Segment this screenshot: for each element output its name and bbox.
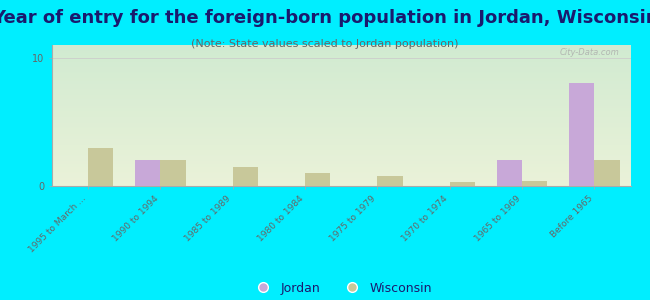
Text: Year of entry for the foreign-born population in Jordan, Wisconsin: Year of entry for the foreign-born popul…	[0, 9, 650, 27]
Bar	[88, 148, 114, 186]
Text: City-Data.com: City-Data.com	[559, 48, 619, 57]
Bar	[378, 176, 403, 186]
Bar	[497, 160, 522, 186]
Bar	[233, 167, 258, 186]
Bar	[135, 160, 161, 186]
Bar	[594, 160, 619, 186]
Bar	[450, 182, 475, 186]
Text: (Note: State values scaled to Jordan population): (Note: State values scaled to Jordan pop…	[191, 39, 459, 49]
Bar	[522, 181, 547, 186]
Bar	[569, 83, 594, 186]
Bar	[161, 160, 186, 186]
Bar	[305, 173, 330, 186]
Legend: Jordan, Wisconsin: Jordan, Wisconsin	[246, 277, 437, 300]
